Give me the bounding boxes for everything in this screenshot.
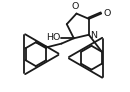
Text: HO: HO bbox=[46, 33, 61, 42]
Text: O: O bbox=[72, 2, 79, 11]
Text: N: N bbox=[90, 31, 98, 40]
Text: O: O bbox=[103, 9, 110, 18]
